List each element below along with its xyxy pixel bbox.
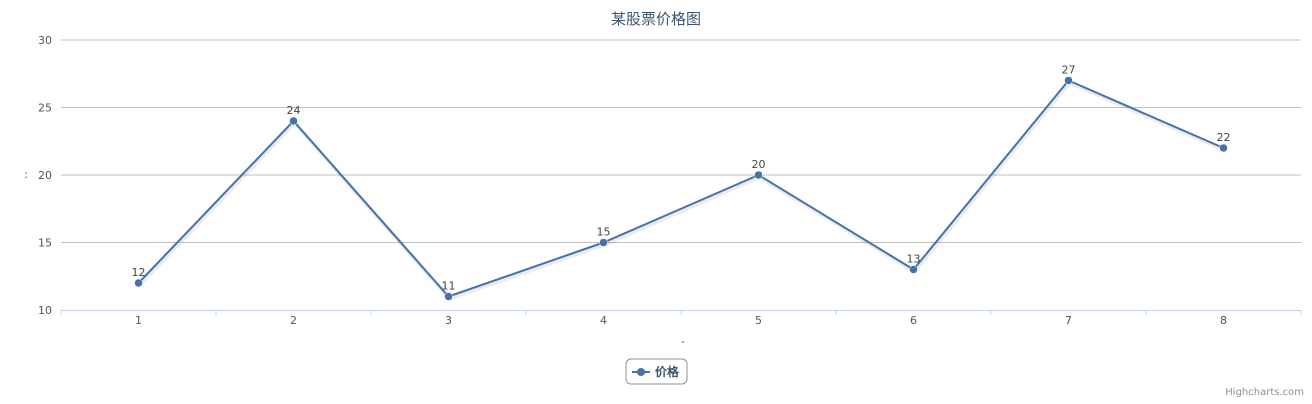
data-point-marker[interactable] (444, 292, 453, 301)
legend[interactable]: 价格 (625, 358, 688, 385)
x-tick-label: 2 (290, 314, 297, 327)
legend-item-price[interactable]: 价格 (655, 364, 680, 379)
y-tick-label: 15 (38, 237, 52, 250)
x-axis-title: - (681, 335, 685, 348)
data-point-marker[interactable] (599, 238, 608, 247)
x-tick-label: 4 (600, 314, 607, 327)
x-tick-label: 3 (445, 314, 452, 327)
x-tick-label: 8 (1220, 314, 1227, 327)
data-label: 22 (1217, 131, 1231, 144)
y-tick-label: 25 (38, 102, 52, 115)
x-tick-label: 7 (1065, 314, 1072, 327)
grid-lines (61, 39, 1301, 243)
x-tick-label: 1 (135, 314, 142, 327)
legend-marker-icon (637, 368, 645, 376)
series-line (137, 79, 1225, 298)
data-label: 13 (907, 253, 921, 266)
data-label: 12 (132, 266, 146, 279)
legend-box (625, 358, 688, 385)
data-point-marker[interactable] (134, 278, 143, 288)
data-label: 20 (752, 158, 766, 171)
x-axis: 1 2 3 4 5 6 7 8 (60, 310, 1302, 327)
y-tick-label: 20 (38, 169, 52, 182)
y-axis-title: : (24, 168, 28, 181)
data-point-marker[interactable] (1219, 143, 1228, 153)
data-label: 24 (287, 104, 301, 117)
y-axis: 10 15 20 25 30 (38, 34, 52, 317)
x-tick-label: 6 (910, 314, 917, 327)
data-label: 15 (597, 226, 611, 239)
data-label: 27 (1062, 64, 1076, 77)
series-price (134, 76, 1228, 301)
x-tick-label: 5 (755, 314, 762, 327)
credits-link[interactable]: Highcharts.com (1225, 387, 1304, 398)
data-point-marker[interactable] (289, 116, 298, 126)
data-label: 11 (442, 280, 456, 293)
chart-title: 某股票价格图 (611, 10, 701, 28)
y-tick-label: 10 (38, 304, 52, 317)
data-point-marker[interactable] (754, 170, 763, 180)
data-point-marker[interactable] (909, 265, 918, 274)
data-labels: 12 24 11 15 20 13 27 22 (132, 64, 1231, 293)
y-tick-label: 30 (38, 34, 52, 47)
data-point-marker[interactable] (1064, 76, 1073, 85)
